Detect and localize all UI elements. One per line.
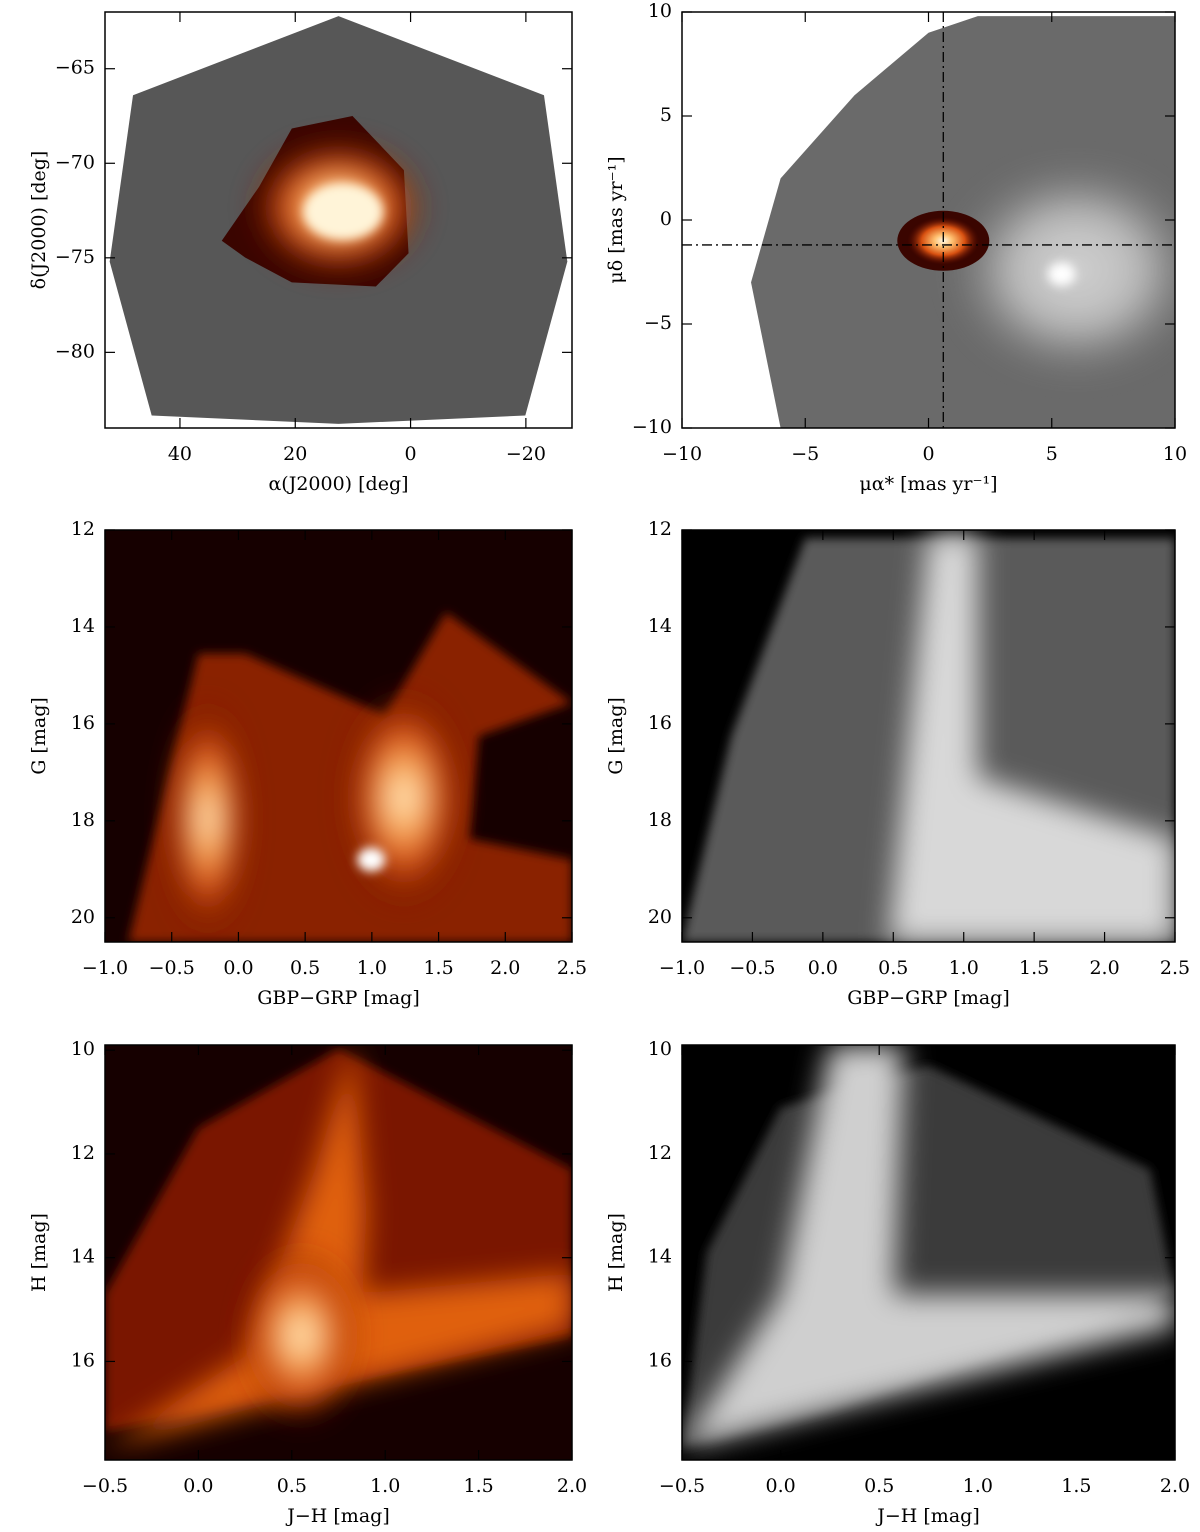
density — [303, 183, 384, 240]
x-tick-label: 0.0 — [223, 957, 253, 979]
x-tick-label: 1.5 — [463, 1475, 493, 1497]
x-tick-label: 1.5 — [1061, 1475, 1091, 1497]
x-tick-label: 0.0 — [765, 1475, 795, 1497]
y-axis-label: G [mag] — [28, 697, 50, 775]
plot-frame — [104, 1044, 573, 1461]
x-tick-label: 2.0 — [1089, 957, 1119, 979]
x-tick-label: 1.5 — [1019, 957, 1049, 979]
density-map — [682, 1045, 1175, 1460]
x-axis-label: GBP−GRP [mag] — [847, 987, 1009, 1009]
x-tick-label: −1.0 — [659, 957, 705, 979]
density-map — [105, 1045, 572, 1460]
x-tick-label: 1.5 — [423, 957, 453, 979]
y-tick-label: −10 — [632, 416, 672, 438]
density — [167, 698, 248, 939]
x-axis-label: J−H [mag] — [875, 1505, 979, 1527]
y-tick-label: 16 — [648, 712, 672, 734]
y-tick-label: 12 — [648, 1142, 672, 1164]
x-tick-label: 40 — [168, 443, 192, 465]
x-tick-label: −20 — [506, 443, 546, 465]
density — [357, 847, 386, 872]
density — [682, 1045, 1175, 1448]
y-axis-label: H [mag] — [28, 1213, 50, 1292]
y-tick-label: 16 — [71, 1349, 95, 1371]
y-tick-label: 16 — [71, 712, 95, 734]
density — [105, 1045, 572, 1448]
y-tick-label: 14 — [648, 1246, 672, 1268]
density — [343, 687, 464, 908]
plot-frame — [104, 11, 573, 429]
y-tick-label: 12 — [648, 518, 672, 540]
x-tick-label: −10 — [662, 443, 702, 465]
x-tick-label: 0.5 — [864, 1475, 894, 1497]
x-axis-label: α(J2000) [deg] — [268, 473, 408, 495]
y-tick-label: 0 — [660, 208, 672, 230]
density — [1047, 262, 1076, 287]
y-tick-label: −70 — [55, 151, 95, 173]
x-axis-label: μα* [mas yr⁻¹] — [859, 473, 997, 495]
y-tick-label: 10 — [71, 1038, 95, 1060]
y-tick-label: 20 — [648, 906, 672, 928]
y-tick-label: 14 — [71, 1246, 95, 1268]
y-tick-label: 12 — [71, 1142, 95, 1164]
x-tick-label: 0.5 — [277, 1475, 307, 1497]
y-axis-label: μδ [mas yr⁻¹] — [605, 156, 627, 283]
x-tick-label: 0.5 — [290, 957, 320, 979]
y-tick-label: 10 — [648, 1038, 672, 1060]
x-tick-label: −0.5 — [659, 1475, 705, 1497]
x-tick-label: 1.0 — [357, 957, 387, 979]
y-tick-label: 18 — [648, 809, 672, 831]
y-tick-label: −65 — [55, 57, 95, 79]
y-axis-label: G [mag] — [605, 697, 627, 775]
x-tick-label: −0.5 — [729, 957, 775, 979]
x-tick-label: 0 — [405, 443, 417, 465]
x-axis-label: J−H [mag] — [285, 1505, 389, 1527]
x-tick-label: 0.0 — [808, 957, 838, 979]
plot-frame — [104, 529, 573, 943]
x-tick-label: −5 — [791, 443, 819, 465]
y-tick-label: 20 — [71, 906, 95, 928]
y-tick-label: −5 — [644, 312, 672, 334]
density — [889, 534, 1175, 942]
density-map — [682, 530, 1175, 942]
x-tick-label: 2.5 — [1160, 957, 1190, 979]
density-map — [109, 16, 568, 424]
x-tick-label: 0 — [922, 443, 934, 465]
y-tick-label: −80 — [55, 340, 95, 362]
x-tick-label: 2.5 — [557, 957, 587, 979]
y-tick-label: 12 — [71, 518, 95, 540]
x-axis-label: GBP−GRP [mag] — [257, 987, 419, 1009]
y-tick-label: 14 — [648, 615, 672, 637]
y-tick-label: 14 — [71, 615, 95, 637]
plot-frame — [681, 1044, 1176, 1461]
x-tick-label: 1.0 — [370, 1475, 400, 1497]
x-tick-label: 2.0 — [490, 957, 520, 979]
y-tick-label: 10 — [648, 0, 672, 22]
density-map — [105, 530, 572, 942]
plot-frame — [681, 529, 1176, 943]
x-tick-label: 0.0 — [183, 1475, 213, 1497]
y-axis-label: δ(J2000) [deg] — [28, 151, 50, 290]
y-tick-label: −75 — [55, 246, 95, 268]
x-tick-label: 0.5 — [878, 957, 908, 979]
x-tick-label: 2.0 — [557, 1475, 587, 1497]
density-map — [751, 16, 1175, 428]
x-tick-label: −1.0 — [82, 957, 128, 979]
x-tick-label: 1.0 — [949, 957, 979, 979]
x-tick-label: 1.0 — [963, 1475, 993, 1497]
x-tick-label: −0.5 — [82, 1475, 128, 1497]
x-tick-label: −0.5 — [149, 957, 195, 979]
y-tick-label: 5 — [660, 104, 672, 126]
y-axis-label: H [mag] — [605, 1213, 627, 1292]
x-tick-label: 5 — [1046, 443, 1058, 465]
y-tick-label: 16 — [648, 1349, 672, 1371]
y-tick-label: 18 — [71, 809, 95, 831]
x-tick-label: 20 — [283, 443, 307, 465]
x-tick-label: 2.0 — [1160, 1475, 1190, 1497]
x-tick-label: 10 — [1163, 443, 1187, 465]
density — [241, 1245, 362, 1426]
